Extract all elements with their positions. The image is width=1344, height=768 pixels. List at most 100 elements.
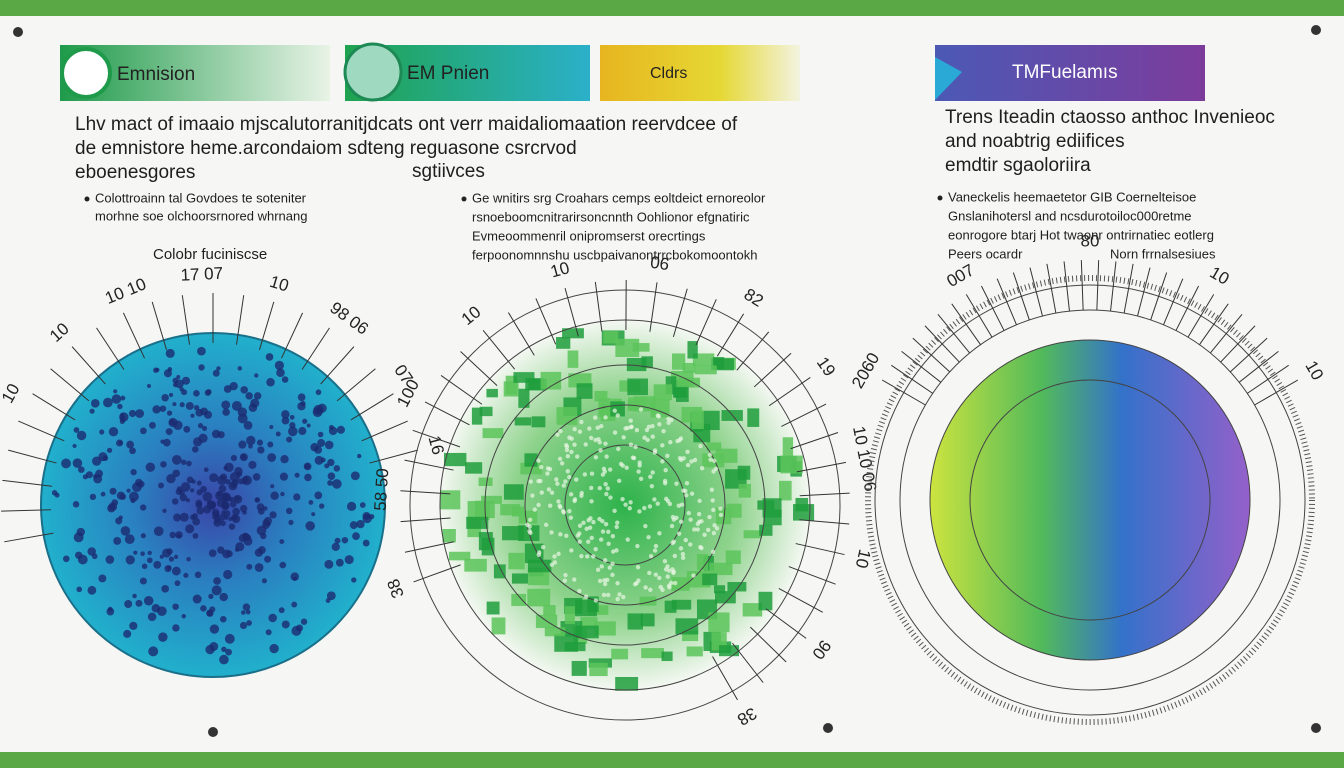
tile <box>464 558 487 572</box>
dot <box>76 430 87 441</box>
radial-line <box>424 401 470 426</box>
dot <box>195 501 203 509</box>
dot <box>208 549 217 558</box>
dot <box>279 472 289 481</box>
dot <box>148 421 156 429</box>
tile <box>598 398 612 418</box>
tile <box>481 495 502 504</box>
dot <box>557 503 562 508</box>
dot <box>205 645 215 655</box>
dot <box>629 424 634 430</box>
dot <box>362 513 372 524</box>
dot <box>179 512 189 522</box>
dot <box>549 562 555 568</box>
bullet-dot <box>84 196 90 202</box>
tab-icon <box>60 47 112 99</box>
tile <box>747 408 760 427</box>
dot <box>589 535 594 541</box>
tick-label: 58 50 <box>371 468 393 512</box>
dot <box>279 539 285 545</box>
dot <box>185 498 190 503</box>
tile <box>682 362 696 373</box>
dot <box>179 493 188 502</box>
dot <box>604 454 609 459</box>
dot <box>610 533 616 539</box>
dot <box>129 491 139 502</box>
dot <box>267 441 274 448</box>
dot <box>141 563 148 569</box>
dot <box>264 555 272 563</box>
dot <box>648 553 654 559</box>
dot <box>106 447 113 453</box>
dot <box>689 459 694 464</box>
dot <box>565 469 570 474</box>
dot <box>166 548 173 555</box>
tile <box>486 388 498 398</box>
dot <box>130 468 137 476</box>
tile <box>575 625 599 639</box>
dot <box>324 440 334 450</box>
dot <box>216 366 221 371</box>
dot <box>211 585 222 596</box>
dot <box>536 502 541 508</box>
dot <box>215 491 225 501</box>
dot <box>239 621 248 630</box>
dot <box>262 519 270 527</box>
dot <box>165 348 175 358</box>
heading-line: sgtiivces <box>412 161 485 182</box>
dot <box>599 564 604 569</box>
dot <box>528 530 533 536</box>
dot <box>660 443 665 448</box>
dot <box>257 507 265 515</box>
dot <box>614 524 619 530</box>
dot <box>637 509 642 514</box>
label: Norn frrnalsesiues <box>1110 246 1216 261</box>
tile <box>448 551 471 561</box>
tab <box>600 45 800 101</box>
dot <box>650 434 655 439</box>
dot <box>72 443 77 449</box>
dot <box>667 501 673 507</box>
dot <box>612 508 617 514</box>
dot <box>625 425 630 431</box>
dot <box>536 478 541 484</box>
dot <box>623 502 628 507</box>
dot <box>688 517 693 522</box>
radial-line <box>1187 294 1215 338</box>
tick-label: 10 <box>548 258 571 281</box>
dot <box>237 407 248 417</box>
dot <box>652 548 658 553</box>
dot <box>600 472 606 477</box>
dot <box>636 469 641 474</box>
dot <box>173 513 182 522</box>
dot <box>285 507 293 515</box>
dot <box>698 443 703 449</box>
tab-icon <box>935 57 962 100</box>
dot <box>181 613 186 619</box>
dot <box>192 533 199 539</box>
dot <box>558 428 563 434</box>
dot <box>157 606 167 617</box>
dot <box>185 524 195 534</box>
dot <box>581 520 586 526</box>
dot <box>593 415 598 420</box>
radial-line <box>891 364 934 394</box>
tile <box>715 448 738 463</box>
dot <box>591 554 596 559</box>
dot <box>126 488 131 493</box>
dot <box>261 578 267 584</box>
radial-line <box>320 346 355 385</box>
dot <box>599 423 604 429</box>
radial-line <box>18 420 65 442</box>
radial-line <box>1229 337 1268 373</box>
dot <box>201 425 208 431</box>
bullet-text: Ge wnitirs srg Croahars cemps eoltdeict … <box>472 190 766 205</box>
dot <box>577 588 582 594</box>
dot <box>603 482 608 487</box>
radial-line <box>732 642 764 683</box>
grid-ring <box>439 319 811 691</box>
dot <box>181 376 191 385</box>
dot <box>203 467 209 473</box>
dot <box>254 373 259 378</box>
dot <box>267 453 277 462</box>
